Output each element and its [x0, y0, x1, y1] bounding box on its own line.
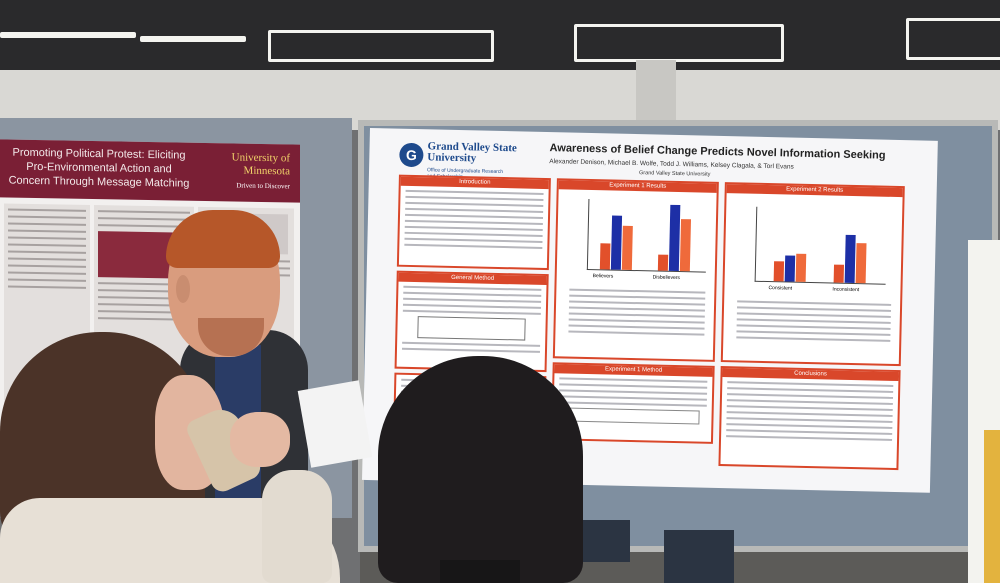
- gvsu-logo-icon: G: [399, 142, 424, 168]
- bar: [844, 234, 856, 284]
- exp2-results-text: [731, 296, 896, 346]
- visitor-neck: [440, 560, 520, 583]
- bar: [657, 254, 669, 271]
- gvsu-name: Grand Valley State University: [427, 140, 517, 165]
- method-diagram: [565, 407, 700, 425]
- panel-heading: Experiment 1 Results: [558, 180, 717, 193]
- visitor-hand: [230, 412, 290, 467]
- ceiling-light: [140, 36, 246, 42]
- exp2-results-panel: Experiment 2 Results Consistent Inconsis…: [720, 182, 905, 367]
- visitor-hair: [378, 356, 583, 583]
- left-poster-title: Promoting Political Protest: Eliciting P…: [8, 146, 190, 190]
- visitor-legs: [580, 520, 630, 562]
- x-label: Inconsistent: [832, 286, 860, 294]
- umn-tagline: Driven to Discover: [236, 181, 290, 191]
- panel-heading: Experiment 1 Method: [554, 364, 713, 377]
- conclusions-panel: Conclusions: [718, 366, 901, 471]
- panel-heading: General Method: [398, 272, 547, 286]
- poster-authors: Alexander Denison, Michael B. Wolfe, Tod…: [549, 158, 794, 171]
- umn-logo: University of Minnesota Driven to Discov…: [210, 151, 290, 193]
- introduction-panel: Introduction: [396, 174, 551, 271]
- exp1-results-panel: Experiment 1 Results Believers Disbeliev…: [552, 178, 719, 362]
- exp2-chart: [754, 206, 888, 285]
- wall-pillar: [636, 60, 676, 130]
- bar: [599, 243, 611, 270]
- umn-name: University of Minnesota: [231, 151, 290, 178]
- bar: [773, 261, 785, 282]
- ceiling: [0, 0, 1000, 70]
- presenter-ear: [176, 275, 190, 303]
- ceiling-light: [574, 24, 784, 62]
- panel-heading: Introduction: [400, 176, 549, 190]
- bar: [610, 215, 623, 270]
- x-label: Consistent: [768, 285, 793, 292]
- panel-heading: Experiment 2 Results: [726, 184, 903, 198]
- visitor-legs: [664, 530, 734, 583]
- exp1-results-text: [563, 284, 710, 339]
- bar: [833, 264, 845, 283]
- ceiling-light: [0, 32, 136, 38]
- visitor-arm: [262, 470, 332, 583]
- ceiling-light: [906, 18, 1000, 60]
- presenter-hair: [166, 210, 280, 268]
- poster-affiliation: Grand Valley State University: [638, 170, 711, 178]
- ceiling-light: [268, 30, 494, 62]
- bar: [621, 225, 633, 270]
- bar: [679, 219, 692, 272]
- exp1-chart: [586, 198, 708, 273]
- bar: [668, 204, 681, 272]
- x-label: Disbelievers: [652, 274, 680, 282]
- bar: [855, 243, 867, 284]
- left-poster-header: Promoting Political Protest: Eliciting P…: [0, 139, 300, 203]
- bar: [784, 255, 796, 282]
- x-label: Believers: [592, 273, 614, 280]
- panel-heading: Conclusions: [722, 368, 899, 382]
- side-sign-strip: [984, 430, 1000, 583]
- method-diagram: [417, 316, 526, 341]
- handout-paper: [297, 380, 373, 468]
- bar: [795, 253, 807, 282]
